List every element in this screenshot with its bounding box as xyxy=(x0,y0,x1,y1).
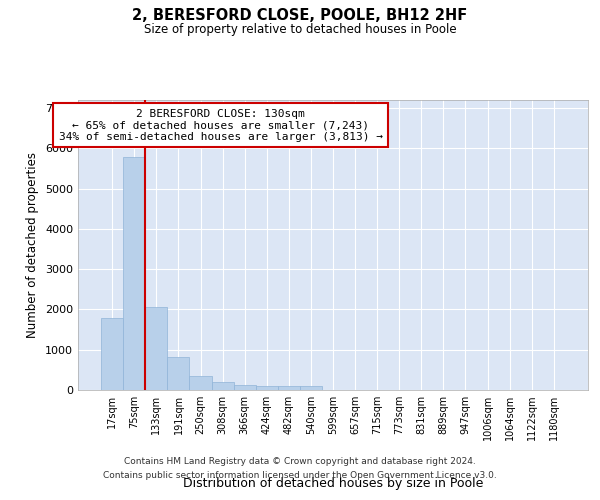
Bar xyxy=(123,157,145,390)
Bar xyxy=(256,386,278,390)
Bar xyxy=(101,318,123,390)
Bar xyxy=(212,382,233,390)
Bar xyxy=(233,385,256,390)
Bar xyxy=(300,386,322,390)
Bar xyxy=(167,357,190,390)
Text: 2, BERESFORD CLOSE, POOLE, BH12 2HF: 2, BERESFORD CLOSE, POOLE, BH12 2HF xyxy=(133,8,467,22)
Bar xyxy=(190,376,212,390)
Text: Contains HM Land Registry data © Crown copyright and database right 2024.
Contai: Contains HM Land Registry data © Crown c… xyxy=(103,458,497,479)
Y-axis label: Number of detached properties: Number of detached properties xyxy=(26,152,40,338)
Text: 2 BERESFORD CLOSE: 130sqm
← 65% of detached houses are smaller (7,243)
34% of se: 2 BERESFORD CLOSE: 130sqm ← 65% of detac… xyxy=(59,108,383,142)
Bar xyxy=(145,307,167,390)
Bar xyxy=(278,386,300,390)
Text: Distribution of detached houses by size in Poole: Distribution of detached houses by size … xyxy=(183,477,483,490)
Text: Size of property relative to detached houses in Poole: Size of property relative to detached ho… xyxy=(143,22,457,36)
